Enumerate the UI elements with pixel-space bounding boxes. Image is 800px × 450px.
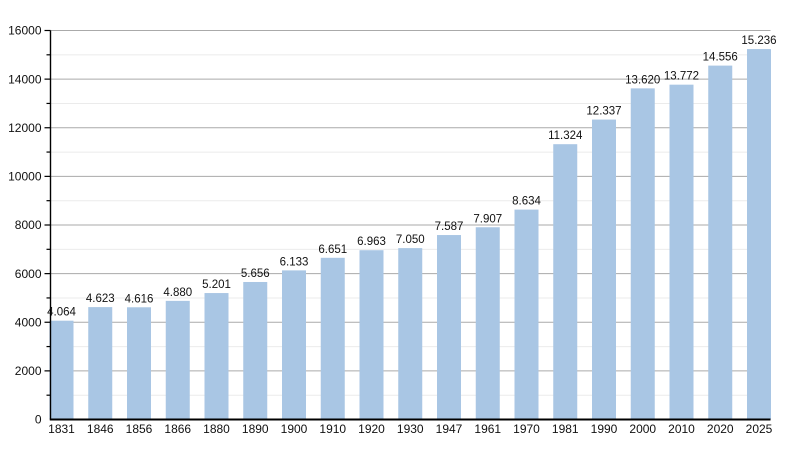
y-axis-tick-label: 2000 [15, 364, 42, 378]
bar-value-label: 7.050 [396, 234, 425, 246]
labels-layer: 4.064 1831 4.623 1846 4.616 1856 4.880 1866 5.20… [8, 24, 776, 436]
bar [359, 250, 384, 420]
x-axis-tick-label: 1880 [203, 422, 230, 436]
bar [630, 88, 655, 420]
y-axis-tick-label: 16000 [8, 24, 42, 38]
bar-value-label: 4.623 [86, 293, 115, 305]
y-axis-tick-label: 12000 [8, 121, 42, 135]
bar-value-label: 12.337 [586, 106, 621, 118]
bar-value-label: 8.634 [512, 196, 541, 208]
bar [49, 320, 74, 420]
x-axis-tick-label: 2025 [746, 422, 773, 436]
y-axis-tick-label: 14000 [8, 72, 42, 86]
bar [475, 227, 500, 420]
bar-value-label: 4.064 [47, 307, 76, 319]
bar [708, 65, 733, 420]
bar [88, 307, 113, 420]
bar [204, 293, 229, 420]
x-axis-tick-label: 1981 [552, 422, 579, 436]
x-axis-tick-label: 1920 [358, 422, 385, 436]
x-axis-tick-label: 1970 [513, 422, 540, 436]
bar [514, 209, 539, 420]
bar-value-label: 6.651 [318, 244, 347, 256]
bar-value-label: 6.133 [280, 256, 309, 268]
bars-layer [49, 49, 771, 420]
bar [553, 144, 578, 420]
x-axis-tick-label: 1930 [397, 422, 424, 436]
bar-value-label: 11.324 [548, 130, 583, 142]
bar-value-label: 7.587 [435, 221, 464, 233]
bar-value-label: 5.656 [241, 268, 270, 280]
bar [282, 270, 306, 420]
x-axis-tick-label: 1846 [87, 422, 114, 436]
bar [165, 300, 190, 420]
y-axis-tick-label: 8000 [15, 218, 42, 232]
bar-value-label: 4.880 [163, 287, 192, 299]
bar-value-label: 14.556 [703, 52, 738, 64]
bar [127, 307, 151, 420]
x-axis-tick-label: 1961 [474, 422, 501, 436]
x-axis-tick-label: 1866 [164, 422, 191, 436]
bar [592, 119, 616, 420]
bar-value-label: 13.620 [625, 74, 660, 86]
bar-value-label: 5.201 [202, 279, 231, 291]
bar-value-label: 13.772 [664, 71, 699, 83]
y-axis-tick-label: 4000 [15, 315, 42, 329]
x-axis-tick-label: 2010 [668, 422, 695, 436]
bar-value-label: 15.236 [741, 35, 776, 47]
x-axis-tick-label: 1890 [242, 422, 269, 436]
y-axis-tick-label: 0 [35, 413, 42, 427]
y-axis-tick-label: 10000 [8, 170, 42, 184]
bar [320, 257, 345, 420]
x-axis-tick-label: 1990 [591, 422, 618, 436]
y-axis-tick-label: 6000 [15, 267, 42, 281]
bar-value-label: 4.616 [125, 293, 154, 305]
x-axis-tick-label: 1947 [436, 422, 463, 436]
x-axis-tick-label: 2000 [629, 422, 656, 436]
x-axis-tick-label: 1856 [126, 422, 153, 436]
bar [747, 49, 771, 420]
bar-value-label: 6.963 [357, 236, 386, 248]
bar [669, 84, 694, 420]
bar-value-label: 7.907 [473, 213, 502, 225]
bar [243, 281, 268, 420]
x-axis-tick-label: 1910 [319, 422, 346, 436]
x-axis-tick-label: 1900 [281, 422, 308, 436]
bar [398, 248, 423, 420]
x-axis-tick-label: 2020 [707, 422, 734, 436]
axis-layer [44, 29, 771, 421]
x-axis-tick-label: 1831 [48, 422, 75, 436]
bar [437, 235, 461, 420]
